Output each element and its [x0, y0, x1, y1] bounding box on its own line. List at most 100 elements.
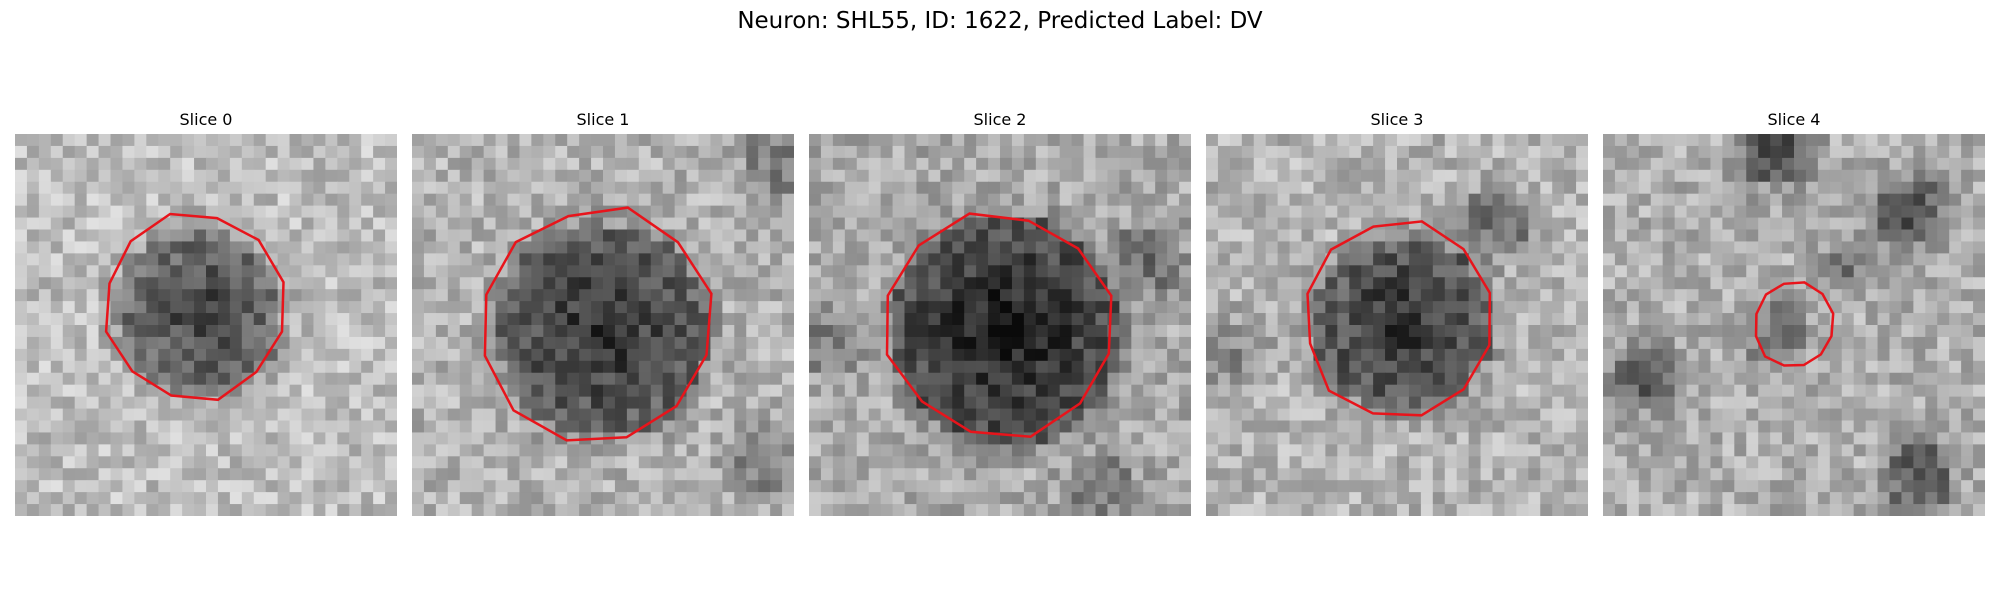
pixel [253, 217, 267, 231]
pixel [507, 480, 521, 493]
pixel [1925, 408, 1938, 422]
pixel [1710, 372, 1723, 386]
pixel [674, 480, 688, 493]
pixel [1782, 432, 1795, 445]
pixel [62, 468, 76, 481]
pixel [1035, 229, 1049, 243]
pixel [567, 277, 580, 290]
pixel [1710, 205, 1723, 219]
pixel [820, 289, 834, 302]
pixel [1217, 432, 1231, 445]
pixel [1686, 169, 1700, 183]
pixel [710, 504, 723, 516]
pixel [820, 325, 834, 338]
pixel [134, 301, 147, 314]
pixel [904, 336, 918, 350]
pixel [182, 181, 195, 195]
pixel [170, 384, 183, 398]
pixel [1217, 336, 1231, 350]
pixel [1373, 336, 1386, 350]
pixel [1071, 480, 1085, 493]
pixel [495, 348, 509, 362]
pixel [194, 277, 207, 290]
pixel [543, 325, 556, 338]
pixel [1638, 336, 1652, 350]
pixel [459, 253, 473, 266]
pixel [74, 325, 88, 338]
pixel [313, 432, 326, 445]
pixel [1603, 289, 1616, 302]
pixel [1241, 480, 1255, 493]
pixel [1397, 420, 1410, 434]
pixel [1901, 372, 1914, 386]
pixel [1361, 432, 1374, 445]
pixel [385, 420, 397, 434]
pixel [1468, 444, 1482, 457]
pixel [1095, 181, 1109, 195]
pixel [722, 336, 735, 350]
pixel [1710, 444, 1723, 457]
pixel [1937, 229, 1950, 243]
pixel [662, 205, 676, 219]
pixel [253, 265, 267, 278]
pixel [1385, 253, 1398, 266]
pixel [1650, 432, 1664, 445]
pixel [1734, 134, 1747, 147]
pixel [1638, 217, 1652, 231]
pixel [1241, 325, 1255, 338]
pixel [1925, 157, 1938, 171]
pixel [1817, 181, 1831, 195]
pixel [1516, 265, 1529, 278]
pixel [26, 181, 40, 195]
pixel [988, 348, 1001, 362]
pixel [674, 205, 688, 219]
pixel [591, 504, 604, 516]
pixel [940, 134, 953, 147]
pixel [1349, 134, 1362, 147]
pixel [1011, 360, 1025, 374]
pixel [579, 253, 592, 266]
pixel [988, 336, 1001, 350]
pixel [98, 145, 112, 159]
pixel [1650, 157, 1664, 171]
pixel [1420, 277, 1434, 290]
pixel [531, 325, 544, 338]
pixel [868, 229, 882, 243]
pixel [1492, 444, 1506, 457]
pixel [820, 205, 834, 219]
pixel [531, 336, 544, 350]
pixel [50, 444, 64, 457]
pixel [471, 480, 485, 493]
pixel [686, 205, 700, 219]
pixel [1241, 277, 1255, 290]
pixel [674, 289, 688, 302]
pixel [1662, 408, 1676, 422]
pixel [626, 277, 640, 290]
pixel [15, 229, 28, 243]
pixel [662, 336, 676, 350]
pixel [253, 325, 267, 338]
pixel [868, 157, 882, 171]
pixel [1301, 348, 1315, 362]
pixel [722, 289, 735, 302]
pixel [1011, 193, 1025, 207]
pixel [194, 265, 207, 278]
pixel [722, 456, 735, 469]
pixel [1167, 504, 1180, 516]
pixel [423, 432, 437, 445]
pixel [1000, 372, 1013, 386]
pixel [614, 145, 628, 159]
pixel [1552, 301, 1565, 314]
pixel [770, 468, 783, 481]
pixel [1444, 145, 1458, 159]
pixel [1289, 360, 1303, 374]
pixel [495, 336, 509, 350]
pixel [1179, 468, 1191, 481]
pixel [412, 289, 425, 302]
pixel [770, 372, 783, 386]
pixel [1480, 492, 1494, 505]
pixel [880, 145, 894, 159]
pixel [412, 480, 425, 493]
pixel [555, 181, 568, 195]
pixel [698, 384, 712, 398]
